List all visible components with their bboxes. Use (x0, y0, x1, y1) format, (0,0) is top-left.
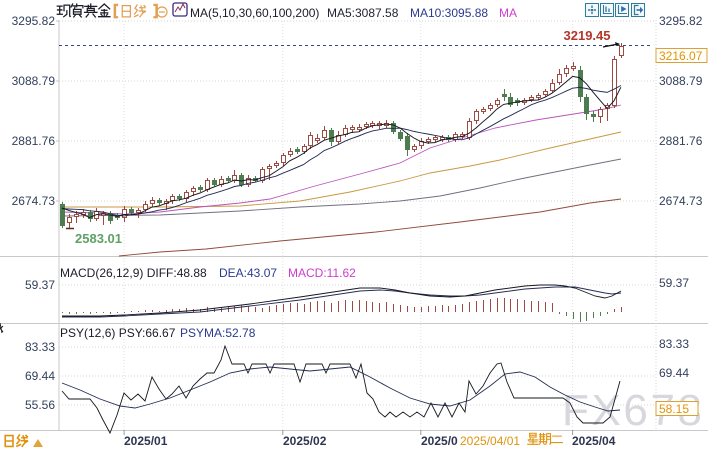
svg-text:MACD(26,12,9) DIFF:48.88: MACD(26,12,9) DIFF:48.88 (60, 266, 207, 280)
svg-text:59.37: 59.37 (25, 278, 55, 292)
svg-text:3295.82: 3295.82 (12, 14, 56, 28)
svg-text:2025/0: 2025/0 (421, 434, 458, 448)
svg-text:3088.79: 3088.79 (12, 74, 56, 88)
svg-text:2025/01: 2025/01 (124, 434, 168, 448)
svg-text:83.33: 83.33 (25, 340, 55, 354)
svg-text:2583.01: 2583.01 (75, 231, 122, 246)
svg-text:PSYMA:52.78: PSYMA:52.78 (180, 326, 256, 340)
svg-text:MA10:3095.88: MA10:3095.88 (410, 6, 488, 20)
svg-text:59.37: 59.37 (659, 276, 689, 290)
svg-text:2881.76: 2881.76 (659, 134, 703, 148)
svg-text:PSY(12,6) PSY:66.67: PSY(12,6) PSY:66.67 (60, 326, 176, 340)
svg-text:DEA:43.07: DEA:43.07 (219, 266, 277, 280)
svg-text:3216.07: 3216.07 (659, 49, 703, 63)
svg-text:3219.45: 3219.45 (564, 28, 611, 43)
svg-text:2881.76: 2881.76 (12, 134, 56, 148)
svg-text:69.44: 69.44 (659, 366, 689, 380)
svg-text:2025/02: 2025/02 (283, 434, 327, 448)
svg-text:58.15: 58.15 (659, 402, 689, 416)
svg-text:83.33: 83.33 (659, 337, 689, 351)
svg-text:3088.79: 3088.79 (659, 74, 703, 88)
svg-text:55.56: 55.56 (25, 398, 55, 412)
svg-text:2025/04/01: 2025/04/01 (460, 434, 520, 448)
svg-text:69.44: 69.44 (25, 369, 55, 383)
svg-text:MACD:11.62: MACD:11.62 (288, 266, 356, 280)
svg-text:MA: MA (499, 6, 517, 20)
svg-text:MA(5,10,30,60,100,200): MA(5,10,30,60,100,200) (190, 6, 319, 20)
svg-text:2674.73: 2674.73 (659, 194, 703, 208)
svg-text:MA5:3087.58: MA5:3087.58 (327, 6, 399, 20)
svg-text:2674.73: 2674.73 (12, 194, 56, 208)
svg-text:3295.82: 3295.82 (659, 14, 703, 28)
svg-text:2025/04: 2025/04 (572, 434, 616, 448)
